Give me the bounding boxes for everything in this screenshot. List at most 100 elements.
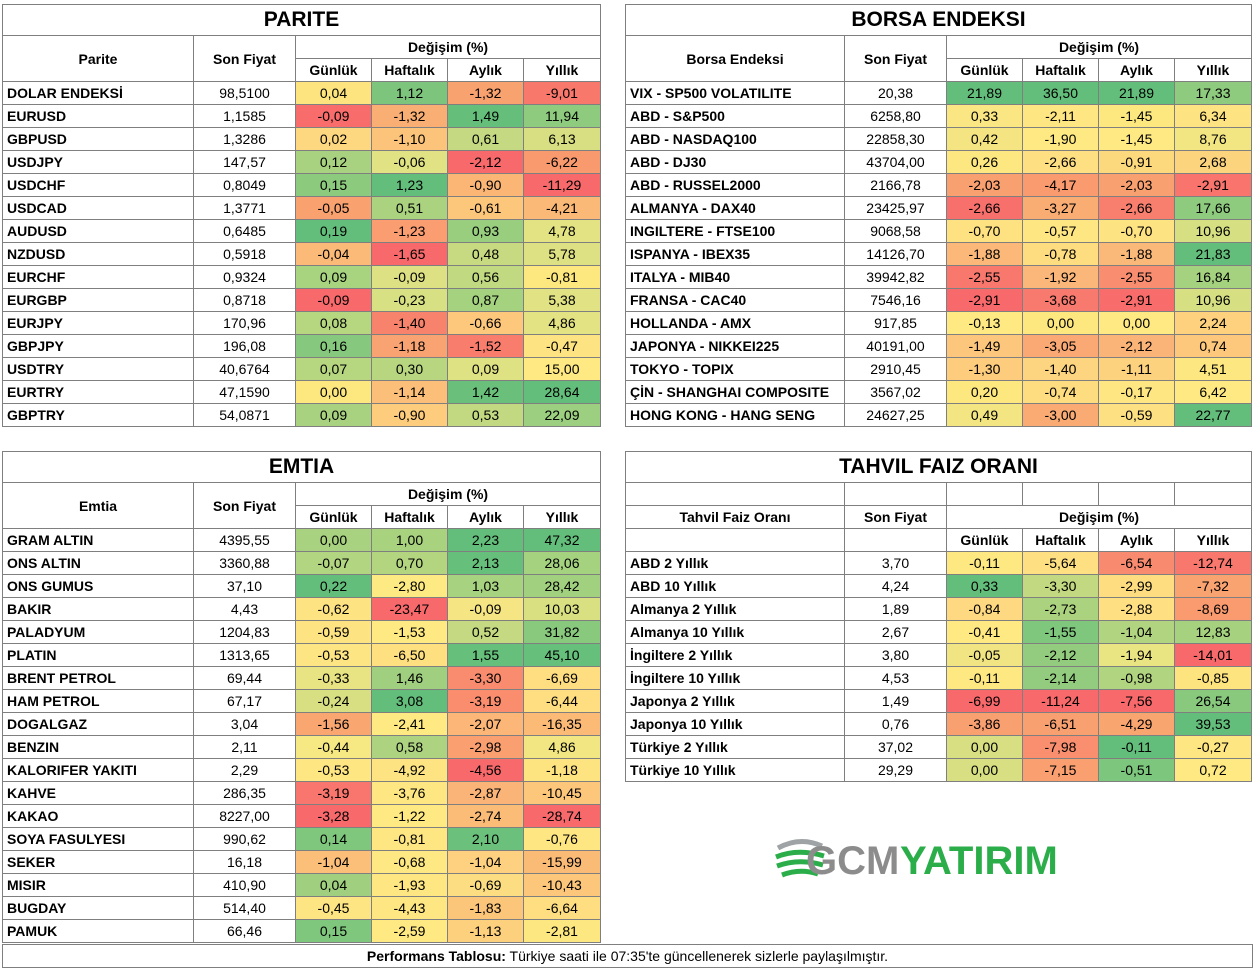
daily-change: -0,07 [295, 551, 372, 575]
daily-change: -0,05 [295, 196, 372, 220]
instrument-name: FRANSA - CAC40 [625, 288, 845, 312]
yearly-change: 16,84 [1174, 265, 1252, 289]
instrument-name: Türkiye 10 Yıllık [625, 758, 845, 782]
instrument-name: DOGALGAZ [2, 712, 194, 736]
daily-change: -0,53 [295, 643, 372, 667]
table-row: ITALYA - MIB40 39942,82 -2,55 -1,92 -2,55 16,… [625, 265, 1252, 289]
daily-change: -1,56 [295, 712, 372, 736]
monthly-change: -2,87 [447, 781, 524, 805]
yearly-change: -6,44 [523, 689, 601, 713]
table-row: ABD - S&P500 6258,80 0,33 -2,11 -1,45 6,34 [625, 104, 1252, 128]
last-price: 917,85 [844, 311, 947, 335]
last-price: 24627,25 [844, 403, 947, 427]
instrument-name: DOLAR ENDEKSİ [2, 81, 194, 105]
daily-change: -0,09 [295, 288, 372, 312]
parite-title: PARITE [2, 4, 601, 36]
instrument-name: ONS GUMUS [2, 574, 194, 598]
degisim-header: Değişim (%) [946, 35, 1252, 59]
daily-change: -0,24 [295, 689, 372, 713]
daily-change: 0,00 [946, 758, 1023, 782]
yearly-change: 5,38 [523, 288, 601, 312]
table-row: AUDUSD 0,6485 0,19 -1,23 0,93 4,78 [2, 219, 601, 243]
yearly-change: 22,77 [1174, 403, 1252, 427]
weekly-change: -2,66 [1022, 150, 1099, 174]
last-price: 286,35 [193, 781, 296, 805]
daily-change: -2,91 [946, 288, 1023, 312]
table-row: JAPONYA - NIKKEI225 40191,00 -1,49 -3,05 -2,… [625, 334, 1252, 358]
table-row: DOGALGAZ 3,04 -1,56 -2,41 -2,07 -16,35 [2, 712, 601, 736]
weekly-change: -2,12 [1022, 643, 1099, 667]
table-row: ÇİN - SHANGHAI COMPOSITE 3567,02 0,20 -0,74… [625, 380, 1252, 404]
logo-globe-icon [775, 835, 825, 883]
gunluk-header: Günlük [295, 505, 372, 529]
monthly-change: -1,45 [1098, 127, 1175, 151]
monthly-change: 1,42 [447, 380, 524, 404]
last-price: 9068,58 [844, 219, 947, 243]
instrument-name: ISPANYA - IBEX35 [625, 242, 845, 266]
table-row: ABD 2 Yıllık 3,70 -0,11 -5,64 -6,54 -12,74 [625, 551, 1252, 575]
degisim-header: Değişim (%) [295, 35, 601, 59]
haftalik-header: Haftalık [371, 505, 448, 529]
table-row: INGILTERE - FTSE100 9068,58 -0,70 -0,57 -0,7… [625, 219, 1252, 243]
yearly-change: 22,09 [523, 403, 601, 427]
monthly-change: -1,45 [1098, 104, 1175, 128]
monthly-change: 1,03 [447, 574, 524, 598]
monthly-change: -2,12 [1098, 334, 1175, 358]
monthly-change: -2,12 [447, 150, 524, 174]
emtia-col-label: Emtia [2, 482, 194, 529]
weekly-change: -5,64 [1022, 551, 1099, 575]
footer-note: Performans Tablosu: Türkiye saati ile 07… [2, 944, 1253, 968]
table-row: Türkiye 2 Yıllık 37,02 0,00 -7,98 -0,11 -0,27 [625, 735, 1252, 759]
instrument-name: VIX - SP500 VOLATILITE [625, 81, 845, 105]
daily-change: 0,14 [295, 827, 372, 851]
yearly-change: -28,74 [523, 804, 601, 828]
last-price: 3,70 [844, 551, 947, 575]
monthly-change: 0,00 [1098, 311, 1175, 335]
yearly-change: -10,45 [523, 781, 601, 805]
table-row: PAMUK 66,46 0,15 -2,59 -1,13 -2,81 [2, 919, 601, 943]
last-price: 4,43 [193, 597, 296, 621]
monthly-change: -3,19 [447, 689, 524, 713]
daily-change: 0,22 [295, 574, 372, 598]
yearly-change: 6,34 [1174, 104, 1252, 128]
last-price: 2,67 [844, 620, 947, 644]
weekly-change: -1,93 [371, 873, 448, 897]
table-row: ABD - NASDAQ100 22858,30 0,42 -1,90 -1,45 8,7… [625, 127, 1252, 151]
tahvil-title: TAHVIL FAIZ ORANI [625, 451, 1252, 483]
last-price: 67,17 [193, 689, 296, 713]
monthly-change: -1,52 [447, 334, 524, 358]
last-price: 40191,00 [844, 334, 947, 358]
table-row: DOLAR ENDEKSİ 98,5100 0,04 1,12 -1,32 -9,01 [2, 81, 601, 105]
last-price: 3,80 [844, 643, 947, 667]
monthly-change: -1,04 [447, 850, 524, 874]
yearly-change: 8,76 [1174, 127, 1252, 151]
daily-change: -3,19 [295, 781, 372, 805]
last-price: 514,40 [193, 896, 296, 920]
table-row: USDCHF 0,8049 0,15 1,23 -0,90 -11,29 [2, 173, 601, 197]
yearly-change: -2,81 [523, 919, 601, 943]
monthly-change: -0,09 [447, 597, 524, 621]
daily-change: 0,07 [295, 357, 372, 381]
daily-change: -0,09 [295, 104, 372, 128]
last-price: 69,44 [193, 666, 296, 690]
emtia-panel: EMTIA Emtia Son Fiyat Değişim (%) Günlük… [2, 451, 601, 943]
instrument-name: BAKIR [2, 597, 194, 621]
monthly-change: -0,66 [447, 311, 524, 335]
daily-change: -0,04 [295, 242, 372, 266]
table-row: GBPTRY 54,0871 0,09 -0,90 0,53 22,09 [2, 403, 601, 427]
daily-change: -2,66 [946, 196, 1023, 220]
logo-icon: GCM YATIRIM [775, 835, 1058, 883]
table-row: HONG KONG - HANG SENG 24627,25 0,49 -3,00 -0… [625, 403, 1252, 427]
weekly-change: -2,11 [1022, 104, 1099, 128]
weekly-change: 36,50 [1022, 81, 1099, 105]
daily-change: -0,41 [946, 620, 1023, 644]
last-price: 14126,70 [844, 242, 947, 266]
instrument-name: TOKYO - TOPIX [625, 357, 845, 381]
logo-prefix: GCM [806, 839, 899, 883]
monthly-change: -1,13 [447, 919, 524, 943]
instrument-name: İngiltere 10 Yıllık [625, 666, 845, 690]
weekly-change: 0,70 [371, 551, 448, 575]
aylik-header: Aylık [1098, 58, 1175, 82]
monthly-change: -1,11 [1098, 357, 1175, 381]
yearly-change: 4,51 [1174, 357, 1252, 381]
